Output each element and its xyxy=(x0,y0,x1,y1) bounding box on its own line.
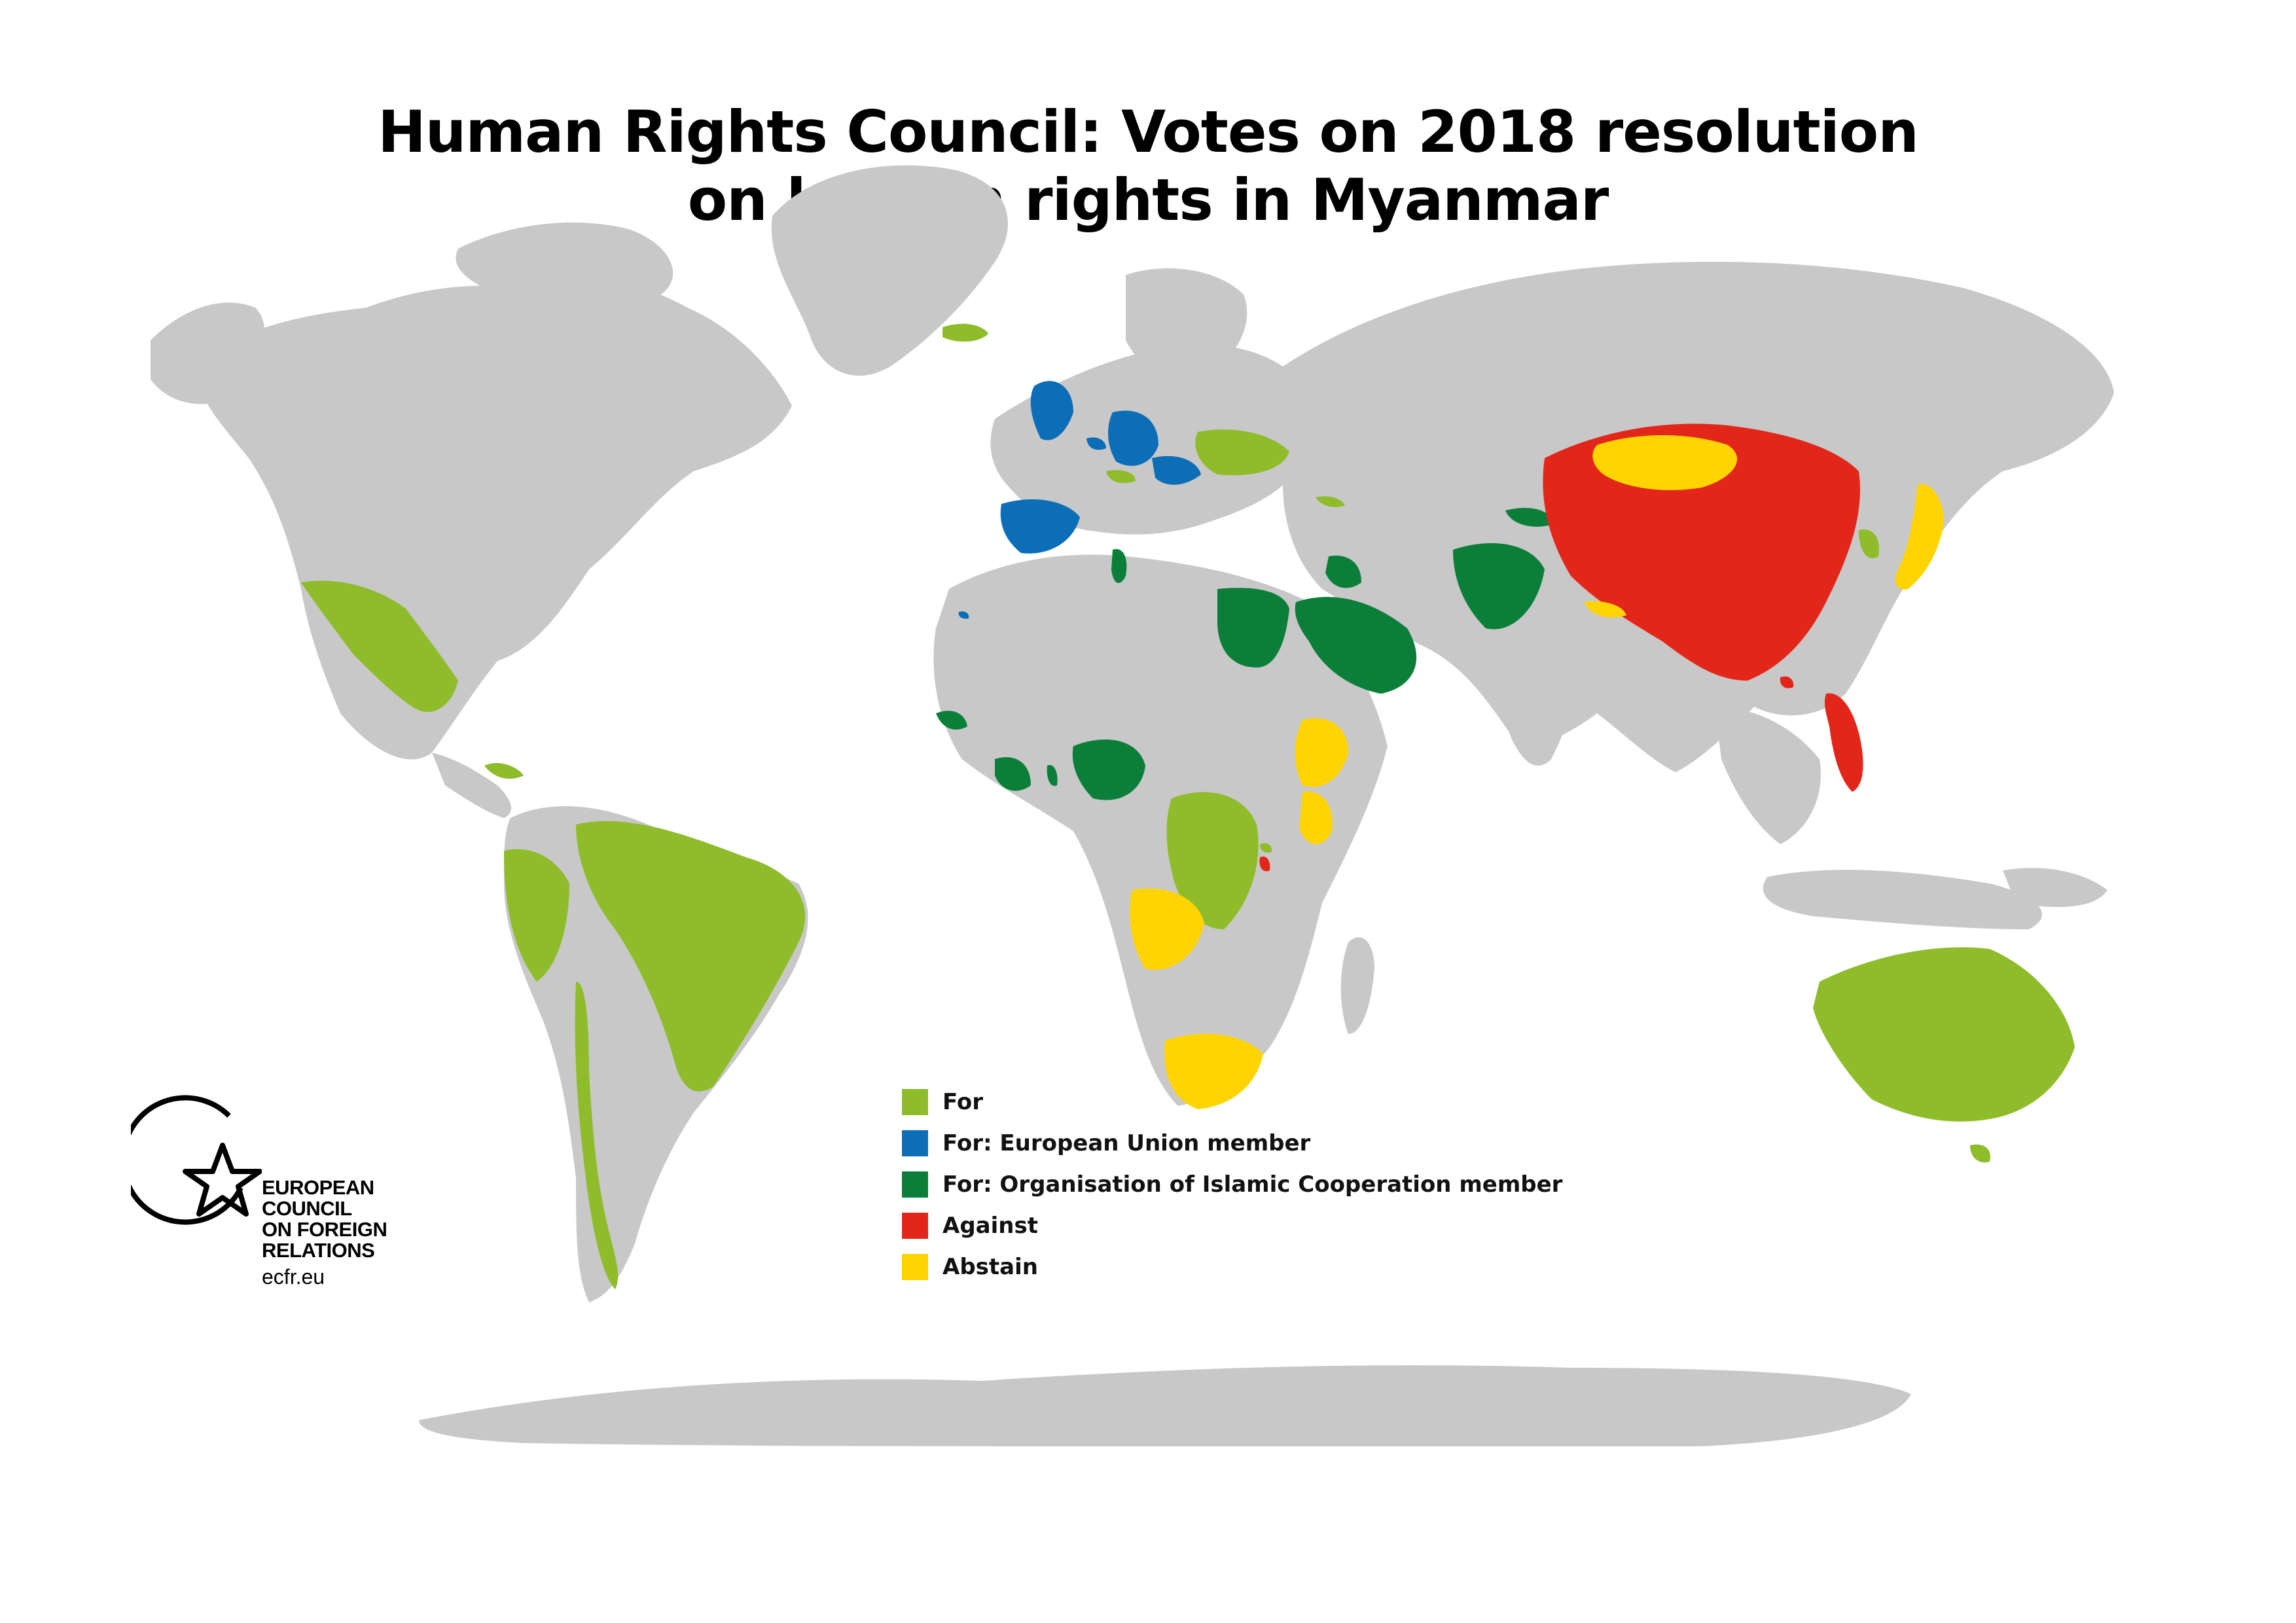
land-alaska xyxy=(151,302,265,404)
country-senegal xyxy=(936,711,967,730)
country-germany xyxy=(1108,410,1158,466)
country-angola xyxy=(1130,888,1204,970)
legend-swatch-for-oic xyxy=(902,1171,928,1198)
country-georgia xyxy=(1316,496,1345,507)
land-antarctica xyxy=(419,1365,1911,1446)
star-in-circle-icon xyxy=(131,1095,262,1225)
logo-url: ecfr.eu xyxy=(262,1265,325,1289)
country-belgium xyxy=(1086,437,1106,450)
country-tunisia xyxy=(1111,549,1127,583)
country-canary-islands xyxy=(958,611,969,619)
logo-line-4: RELATIONS xyxy=(262,1239,375,1262)
logo-line-1: EUROPEAN xyxy=(262,1176,374,1199)
country-south-korea xyxy=(1859,529,1879,559)
country-slovakia xyxy=(1106,470,1136,484)
legend: For For: European Union member For: Orga… xyxy=(902,1081,1562,1287)
legend-item-abstain: Abstain xyxy=(902,1246,1562,1287)
country-nepal xyxy=(1584,601,1626,618)
country-cote-divoire xyxy=(995,757,1031,791)
logo-wordmark: EUROPEAN COUNCIL ON FOREIGN RELATIONS xyxy=(262,1177,387,1261)
country-rwanda xyxy=(1260,843,1272,853)
country-drc xyxy=(1166,792,1259,929)
land-india xyxy=(1479,621,1584,766)
country-nigeria xyxy=(1072,740,1145,800)
land-north-america xyxy=(196,281,792,760)
logo-line-2: COUNCIL xyxy=(262,1197,352,1220)
legend-item-for: For xyxy=(902,1081,1562,1122)
country-egypt xyxy=(1217,588,1289,668)
land-canada-arctic xyxy=(456,223,673,302)
legend-label: For: European Union member xyxy=(942,1130,1311,1156)
country-chile xyxy=(575,982,619,1289)
land-madagascar xyxy=(1340,937,1374,1034)
country-spain xyxy=(1000,499,1080,554)
country-togo xyxy=(1047,765,1058,786)
land-greenland xyxy=(771,165,1008,376)
legend-label: For: Organisation of Islamic Cooperation… xyxy=(942,1171,1563,1198)
legend-item-against: Against xyxy=(902,1205,1562,1246)
ecfr-logo: EUROPEAN COUNCIL ON FOREIGN RELATIONS ec… xyxy=(131,1090,419,1299)
country-mexico xyxy=(301,580,458,712)
country-burundi xyxy=(1259,856,1270,872)
country-australia xyxy=(1813,947,2075,1122)
country-peru xyxy=(504,849,569,982)
legend-label: For xyxy=(942,1088,983,1115)
country-iceland xyxy=(942,323,988,342)
country-hainan xyxy=(1780,676,1794,688)
legend-label: Against xyxy=(942,1212,1038,1239)
legend-item-for-oic: For: Organisation of Islamic Cooperation… xyxy=(902,1164,1562,1205)
logo-line-3: ON FOREIGN xyxy=(262,1218,387,1241)
country-kenya xyxy=(1299,791,1333,845)
land-new-guinea xyxy=(2003,868,2108,907)
country-kyrgyzstan xyxy=(1505,508,1554,527)
country-iraq xyxy=(1325,556,1361,588)
country-south-africa xyxy=(1164,1033,1263,1109)
country-croatia-hungary xyxy=(1152,455,1201,485)
country-japan xyxy=(1895,484,1944,590)
legend-swatch-against xyxy=(902,1212,928,1239)
land-central-america xyxy=(432,753,511,818)
country-ukraine xyxy=(1195,429,1289,476)
legend-label: Abstain xyxy=(942,1253,1038,1280)
country-united-kingdom xyxy=(1030,381,1073,440)
legend-swatch-for xyxy=(902,1088,928,1115)
land-africa xyxy=(933,554,1388,1106)
legend-swatch-abstain xyxy=(902,1253,928,1280)
land-southeast-asia xyxy=(1715,707,1821,844)
land-indonesia xyxy=(1763,870,2042,929)
land-scandinavia xyxy=(1126,268,1247,381)
voting-countries xyxy=(301,323,2075,1289)
country-ethiopia xyxy=(1295,718,1348,787)
map-title-line-1: Human Rights Council: Votes on 2018 reso… xyxy=(378,98,1919,166)
country-saudi-arabia xyxy=(1295,597,1417,694)
legend-swatch-for-eu xyxy=(902,1130,928,1156)
country-brazil xyxy=(576,821,806,1092)
legend-item-for-eu: For: European Union member xyxy=(902,1122,1562,1164)
country-philippines xyxy=(1824,693,1863,792)
country-china xyxy=(1543,423,1860,681)
country-afghanistan-pakistan xyxy=(1453,543,1545,630)
country-tasmania xyxy=(1970,1144,1990,1163)
country-mongolia xyxy=(1592,435,1738,490)
country-panama xyxy=(484,762,524,779)
